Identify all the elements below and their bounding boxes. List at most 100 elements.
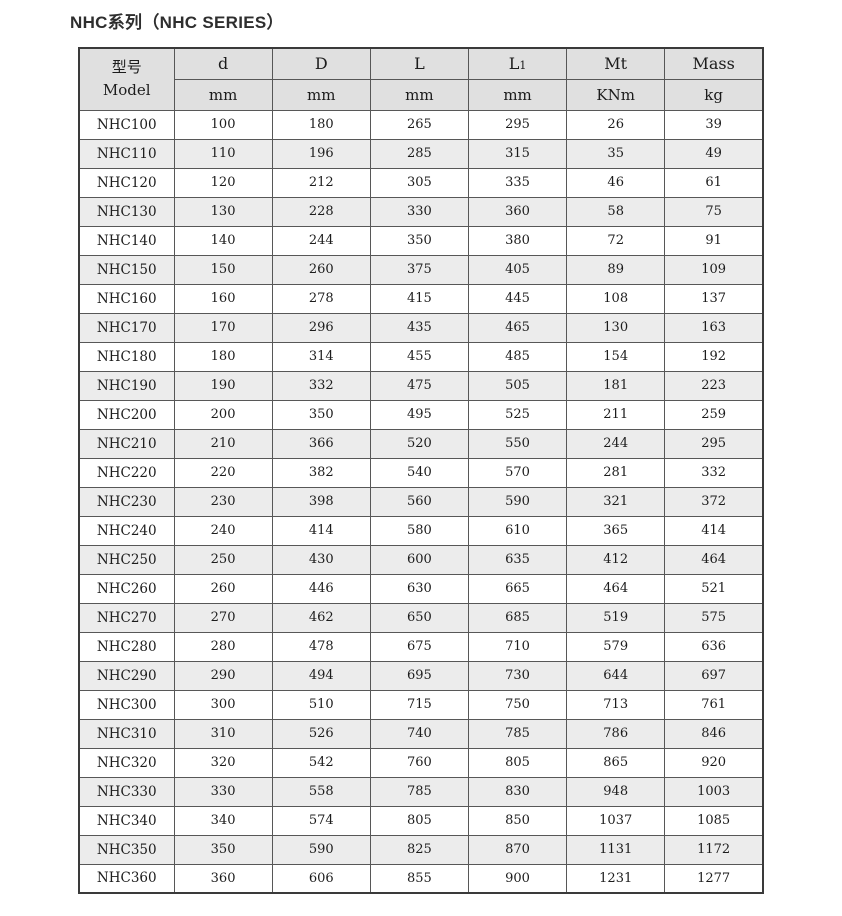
value-cell: 332: [271, 370, 371, 401]
value-cell: 278: [271, 283, 371, 314]
value-cell: 590: [467, 486, 568, 517]
table-row: NHC350 350 590 825 870 1131 1172: [78, 834, 764, 865]
value-cell: 211: [566, 399, 666, 430]
table-row: NHC280 280 478 675 710 579 636: [78, 631, 764, 662]
value-cell: 295: [664, 428, 764, 459]
value-cell: 1231: [566, 863, 666, 894]
table-body: NHC100 100 180 265 295 26 39 NHC110 110 196 285 315…: [78, 109, 764, 894]
value-cell: 494: [271, 660, 371, 691]
value-cell: 550: [467, 428, 568, 459]
model-column-header: 型号 Model: [78, 47, 175, 111]
model-cell: NHC240: [78, 515, 175, 546]
value-cell: 865: [566, 747, 666, 778]
value-cell: 900: [467, 863, 568, 894]
value-cell: 305: [369, 167, 469, 198]
table-row: NHC300 300 510 715 750 713 761: [78, 689, 764, 720]
value-cell: 280: [173, 631, 273, 662]
value-cell: 730: [467, 660, 568, 691]
table-row: NHC180 180 314 455 485 154 192: [78, 341, 764, 372]
value-cell: 650: [369, 602, 469, 633]
value-cell: 296: [271, 312, 371, 343]
table-row: NHC230 230 398 560 590 321 372: [78, 486, 764, 517]
value-cell: 375: [369, 254, 469, 285]
model-cell: NHC310: [78, 718, 175, 749]
column-header-l1: L1: [467, 47, 568, 80]
value-cell: 372: [664, 486, 764, 517]
value-cell: 510: [271, 689, 371, 720]
value-cell: 100: [173, 109, 273, 140]
model-cell: NHC190: [78, 370, 175, 401]
model-cell: NHC140: [78, 225, 175, 256]
value-cell: 445: [467, 283, 568, 314]
value-cell: 675: [369, 631, 469, 662]
value-cell: 350: [271, 399, 371, 430]
value-cell: 560: [369, 486, 469, 517]
value-cell: 365: [566, 515, 666, 546]
table-row: NHC270 270 462 650 685 519 575: [78, 602, 764, 633]
column-header-d: d: [173, 47, 273, 80]
value-cell: 1037: [566, 805, 666, 836]
value-cell: 140: [173, 225, 273, 256]
column-unit-d: mm: [271, 78, 371, 111]
value-cell: 290: [173, 660, 273, 691]
model-cell: NHC150: [78, 254, 175, 285]
table-row: NHC320 320 542 760 805 865 920: [78, 747, 764, 778]
model-cell: NHC100: [78, 109, 175, 140]
value-cell: 579: [566, 631, 666, 662]
value-cell: 850: [467, 805, 568, 836]
column-header-subscript: 1: [519, 59, 527, 73]
column-unit-l1: mm: [467, 78, 568, 111]
value-cell: 360: [173, 863, 273, 894]
value-cell: 760: [369, 747, 469, 778]
value-cell: 220: [173, 457, 273, 488]
model-cell: NHC330: [78, 776, 175, 807]
value-cell: 805: [369, 805, 469, 836]
value-cell: 35: [566, 138, 666, 169]
value-cell: 575: [664, 602, 764, 633]
value-cell: 475: [369, 370, 469, 401]
value-cell: 130: [566, 312, 666, 343]
value-cell: 665: [467, 573, 568, 604]
value-cell: 740: [369, 718, 469, 749]
value-cell: 685: [467, 602, 568, 633]
nhc-series-table: 型号 Model d D L L1 Mt Mass mm mm mm mm KNm kg NHC10…: [78, 47, 764, 894]
value-cell: 542: [271, 747, 371, 778]
value-cell: 49: [664, 138, 764, 169]
value-cell: 250: [173, 544, 273, 575]
value-cell: 244: [566, 428, 666, 459]
value-cell: 192: [664, 341, 764, 372]
value-cell: 750: [467, 689, 568, 720]
value-cell: 462: [271, 602, 371, 633]
value-cell: 210: [173, 428, 273, 459]
value-cell: 260: [271, 254, 371, 285]
value-cell: 920: [664, 747, 764, 778]
value-cell: 697: [664, 660, 764, 691]
value-cell: 330: [369, 196, 469, 227]
value-cell: 285: [369, 138, 469, 169]
model-cell: NHC110: [78, 138, 175, 169]
value-cell: 330: [173, 776, 273, 807]
value-cell: 464: [566, 573, 666, 604]
page-title: NHC系列（NHC SERIES）: [70, 13, 284, 32]
value-cell: 570: [467, 457, 568, 488]
table-row: NHC330 330 558 785 830 948 1003: [78, 776, 764, 807]
value-cell: 212: [271, 167, 371, 198]
value-cell: 830: [467, 776, 568, 807]
table-row: NHC190 190 332 475 505 181 223: [78, 370, 764, 401]
value-cell: 181: [566, 370, 666, 401]
model-header-en: Model: [102, 81, 151, 100]
value-cell: 382: [271, 457, 371, 488]
value-cell: 170: [173, 312, 273, 343]
table-row: NHC110 110 196 285 315 35 49: [78, 138, 764, 169]
value-cell: 710: [467, 631, 568, 662]
value-cell: 485: [467, 341, 568, 372]
value-cell: 713: [566, 689, 666, 720]
value-cell: 120: [173, 167, 273, 198]
value-cell: 446: [271, 573, 371, 604]
value-cell: 196: [271, 138, 371, 169]
table-row: NHC100 100 180 265 295 26 39: [78, 109, 764, 140]
value-cell: 540: [369, 457, 469, 488]
value-cell: 478: [271, 631, 371, 662]
value-cell: 39: [664, 109, 764, 140]
header-row-names: 型号 Model d D L L1 Mt Mass: [78, 47, 764, 111]
